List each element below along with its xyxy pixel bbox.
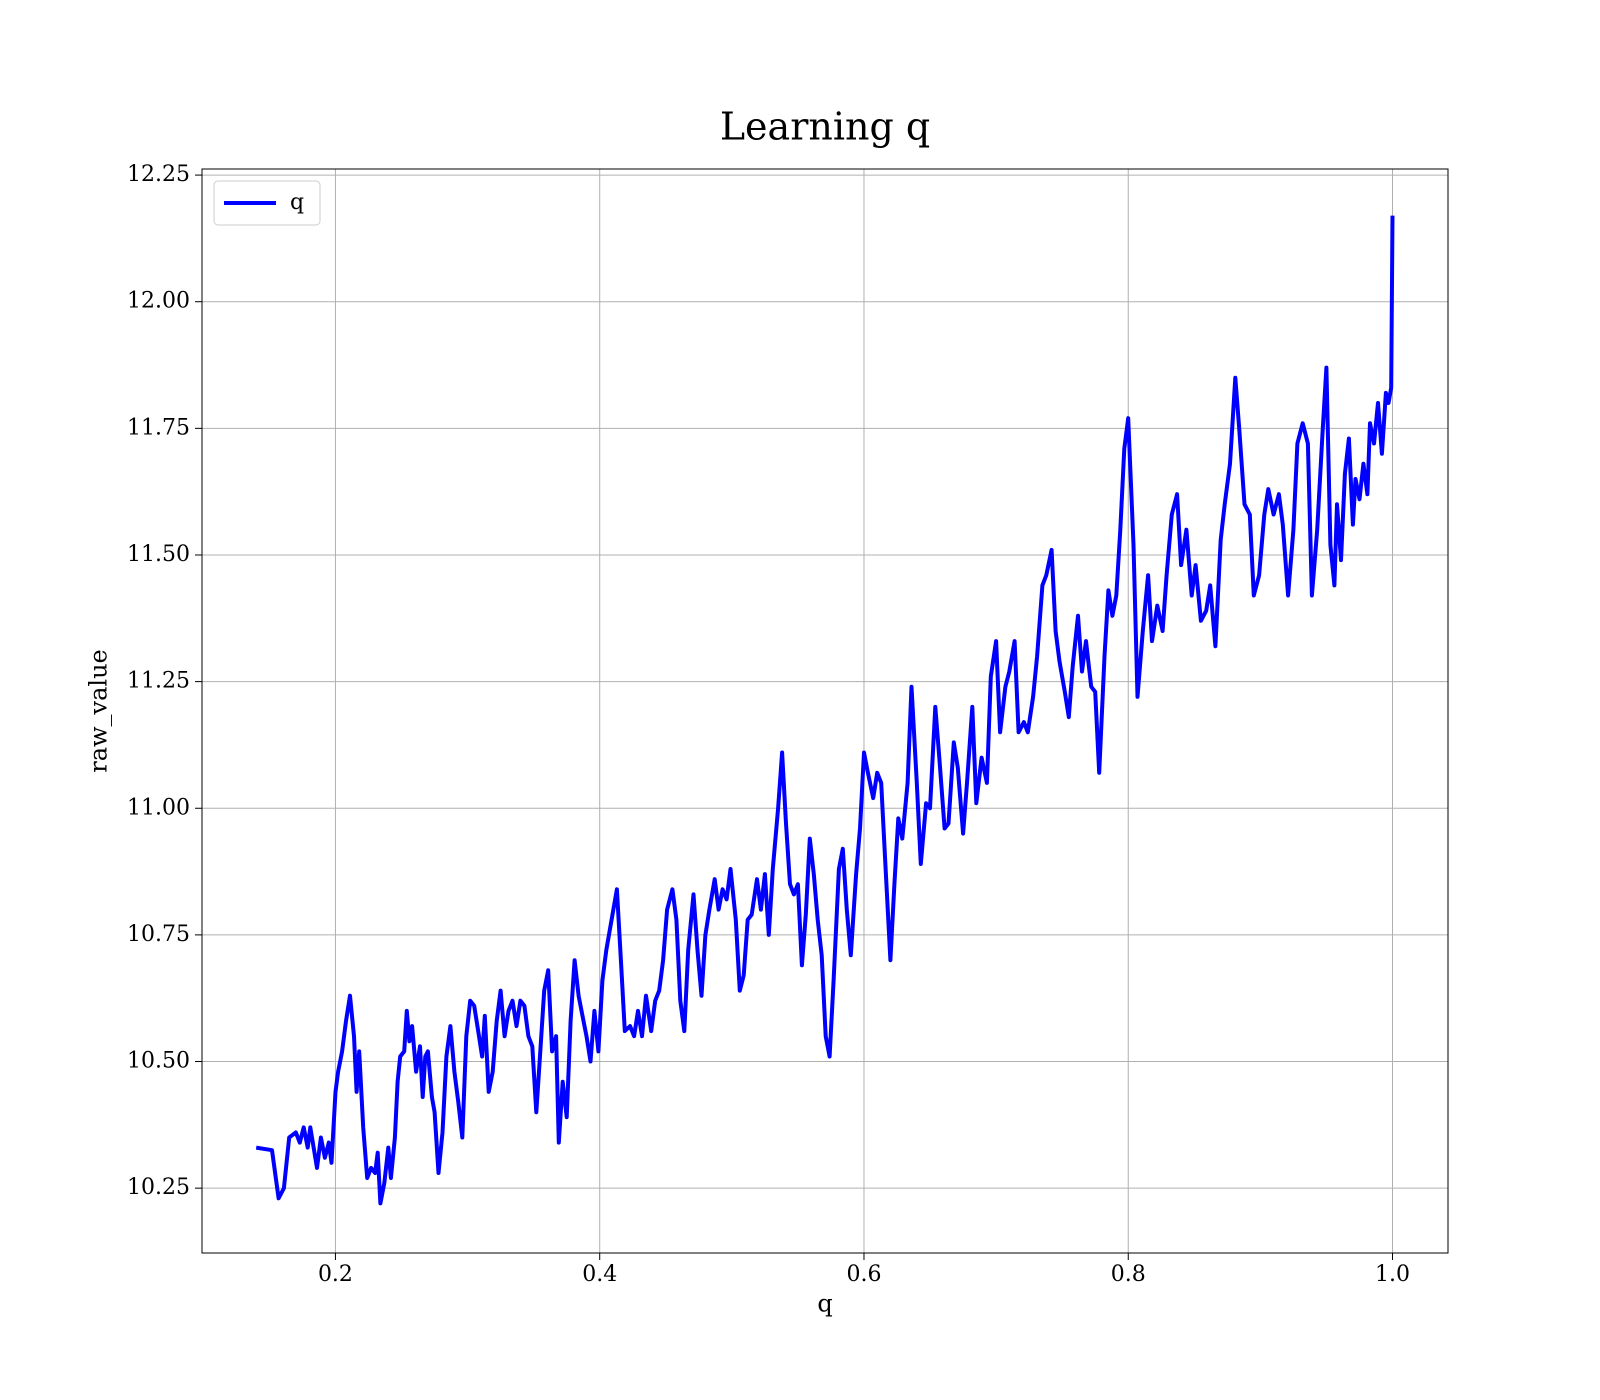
legend-label: q	[290, 190, 304, 215]
y-tick-label: 11.00	[127, 795, 190, 820]
chart-title: Learning q	[720, 105, 930, 149]
y-tick-label: 11.50	[127, 542, 190, 567]
y-tick-label: 10.50	[127, 1049, 190, 1074]
y-tick-label: 11.25	[127, 669, 190, 694]
y-tick-label: 11.75	[127, 415, 190, 440]
plot-frame	[201, 168, 1449, 1254]
x-tick-label: 0.2	[318, 1262, 353, 1287]
y-tick-label: 12.00	[127, 289, 190, 314]
x-tick-label: 0.4	[582, 1262, 617, 1287]
x-axis-label: q	[817, 1290, 832, 1318]
x-tick-label: 0.6	[846, 1262, 881, 1287]
x-tick-label: 0.8	[1111, 1262, 1146, 1287]
line-series	[255, 215, 1395, 1206]
y-axis-label: raw_value	[85, 649, 113, 773]
y-tick-label: 10.25	[127, 1175, 190, 1200]
x-tick-label: 1.0	[1375, 1262, 1410, 1287]
y-tick-label: 12.25	[127, 162, 190, 187]
y-tick-label: 10.75	[127, 922, 190, 947]
